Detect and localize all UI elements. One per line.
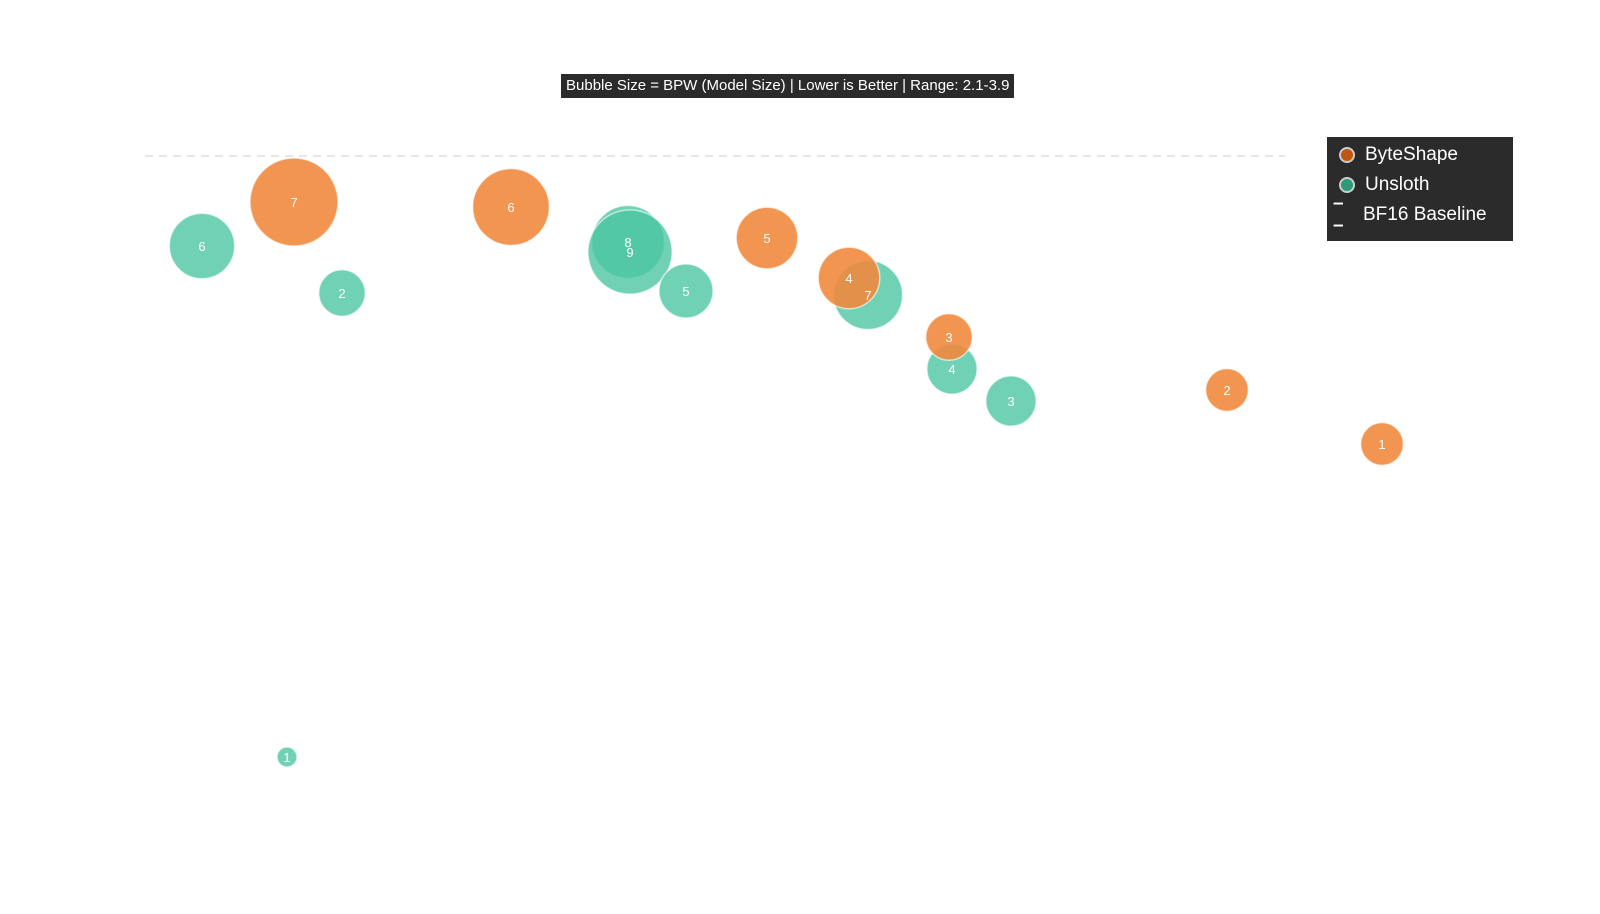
legend-item-baseline[interactable]: – – BF16 Baseline <box>1333 193 1487 236</box>
unsloth-bubble-3[interactable] <box>985 375 1037 427</box>
byteshape-bubble-7[interactable] <box>249 157 339 247</box>
byteshape-bubble-label: 2 <box>1223 383 1230 398</box>
byteshape-bubble-4[interactable] <box>817 246 881 310</box>
chart-subtitle: Bubble Size = BPW (Model Size) | Lower i… <box>561 74 1015 98</box>
unsloth-bubble-label: 9 <box>626 245 633 260</box>
unsloth-bubble-5[interactable] <box>658 263 714 319</box>
legend-label: Unsloth <box>1365 174 1430 195</box>
legend-label: BF16 Baseline <box>1363 204 1487 225</box>
byteshape-bubble-6[interactable] <box>471 167 551 247</box>
unsloth-bubble-2[interactable] <box>318 269 366 317</box>
unsloth-bubble-label: 3 <box>1007 394 1014 409</box>
byteshape-bubble-1[interactable] <box>1359 421 1405 467</box>
unsloth-marker-icon <box>1339 177 1355 193</box>
unsloth-bubble-1[interactable] <box>276 746 298 768</box>
dashed-line-icon: – – <box>1333 193 1346 236</box>
byteshape-bubble-2[interactable] <box>1204 367 1250 413</box>
unsloth-bubble-label: 8 <box>624 235 631 250</box>
byteshape-bubble-label: 6 <box>507 200 514 215</box>
byteshape-marker-icon <box>1339 147 1355 163</box>
byteshape-bubble-label: 1 <box>1378 437 1385 452</box>
unsloth-bubble-label: 5 <box>682 284 689 299</box>
byteshape-bubble-3[interactable] <box>925 313 973 361</box>
unsloth-bubble-6[interactable] <box>168 212 236 280</box>
unsloth-bubble-label: 4 <box>948 362 955 377</box>
byteshape-bubble-label: 5 <box>763 231 770 246</box>
unsloth-bubble-label: 1 <box>283 750 290 765</box>
byteshape-bubble-label: 4 <box>845 271 852 286</box>
legend-item-unsloth[interactable]: Unsloth <box>1339 171 1429 199</box>
legend-item-byteshape[interactable]: ByteShape <box>1339 141 1458 169</box>
legend: ByteShape Unsloth – – BF16 Baseline <box>1327 137 1513 241</box>
byteshape-bubble-label: 7 <box>290 195 297 210</box>
byteshape-bubble-5[interactable] <box>735 206 799 270</box>
unsloth-bubble-label: 6 <box>198 239 205 254</box>
unsloth-bubble-9[interactable] <box>587 209 673 295</box>
legend-label: ByteShape <box>1365 144 1458 165</box>
unsloth-bubble-label: 7 <box>864 288 871 303</box>
byteshape-bubble-label: 3 <box>945 330 952 345</box>
unsloth-bubble-label: 2 <box>338 286 345 301</box>
